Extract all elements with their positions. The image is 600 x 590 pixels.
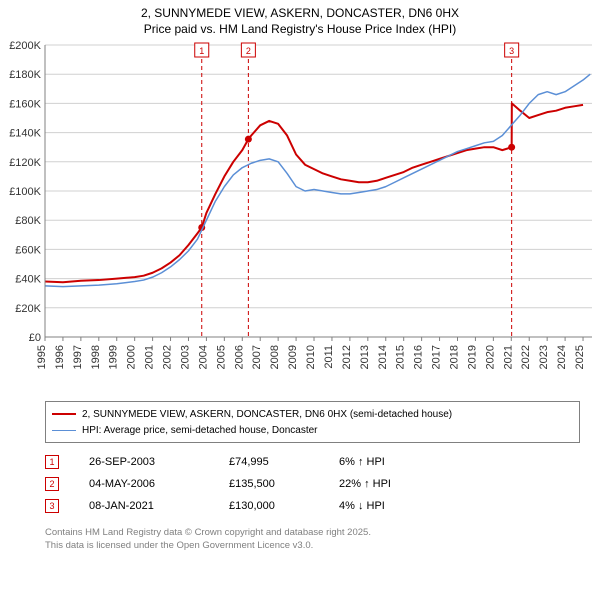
svg-text:2001: 2001	[144, 345, 156, 369]
svg-text:£180K: £180K	[9, 69, 41, 81]
svg-text:£0: £0	[29, 332, 41, 344]
svg-text:2005: 2005	[215, 345, 227, 369]
chart-title-block: 2, SUNNYMEDE VIEW, ASKERN, DONCASTER, DN…	[0, 0, 600, 37]
svg-text:£200K: £200K	[9, 40, 41, 52]
svg-text:2: 2	[246, 46, 251, 56]
svg-text:2013: 2013	[359, 345, 371, 369]
credits-line-2: This data is licensed under the Open Gov…	[45, 540, 580, 552]
svg-text:2016: 2016	[413, 345, 425, 369]
legend-swatch	[52, 430, 76, 431]
chart-area: £0 £20K £40K £60K £80K £100K £120K £140K £160K £1…	[0, 37, 600, 397]
marker-badge: 1	[45, 455, 59, 469]
svg-text:2025: 2025	[574, 345, 586, 369]
marker-row: 1 26-SEP-2003£74,9956% ↑ HPI	[45, 451, 580, 473]
marker-price: £130,000	[229, 500, 339, 512]
legend: 2, SUNNYMEDE VIEW, ASKERN, DONCASTER, DN…	[45, 401, 580, 443]
marker-date: 04-MAY-2006	[89, 478, 229, 490]
svg-text:1998: 1998	[90, 345, 102, 369]
legend-row: HPI: Average price, semi-detached house,…	[52, 422, 573, 438]
svg-text:2009: 2009	[287, 345, 299, 369]
svg-text:2012: 2012	[341, 345, 353, 369]
svg-text:2002: 2002	[162, 345, 174, 369]
legend-row: 2, SUNNYMEDE VIEW, ASKERN, DONCASTER, DN…	[52, 406, 573, 422]
svg-text:£160K: £160K	[9, 99, 41, 111]
svg-text:£120K: £120K	[9, 157, 41, 169]
legend-label: HPI: Average price, semi-detached house,…	[82, 425, 318, 436]
svg-text:2011: 2011	[323, 345, 335, 369]
svg-text:1999: 1999	[108, 345, 120, 369]
svg-text:2003: 2003	[179, 345, 191, 369]
credits-line-1: Contains HM Land Registry data © Crown c…	[45, 527, 580, 539]
marker-badge: 3	[45, 499, 59, 513]
marker-row: 2 04-MAY-2006£135,50022% ↑ HPI	[45, 473, 580, 495]
svg-text:£60K: £60K	[15, 245, 41, 257]
marker-table: 1 26-SEP-2003£74,9956% ↑ HPI 2 04-MAY-2006£…	[45, 451, 580, 517]
marker-delta: 4% ↓ HPI	[339, 500, 385, 512]
svg-text:£140K: £140K	[9, 128, 41, 140]
marker-price: £135,500	[229, 478, 339, 490]
svg-text:1: 1	[199, 46, 204, 56]
svg-text:2019: 2019	[466, 345, 478, 369]
marker-date: 08-JAN-2021	[89, 500, 229, 512]
svg-text:2018: 2018	[448, 345, 460, 369]
svg-text:2008: 2008	[269, 345, 281, 369]
marker-delta: 22% ↑ HPI	[339, 478, 391, 490]
marker-row: 3 08-JAN-2021£130,0004% ↓ HPI	[45, 495, 580, 517]
legend-label: 2, SUNNYMEDE VIEW, ASKERN, DONCASTER, DN…	[82, 409, 452, 420]
svg-text:1995: 1995	[36, 345, 48, 369]
svg-text:2000: 2000	[126, 345, 138, 369]
svg-text:2010: 2010	[305, 345, 317, 369]
svg-text:£40K: £40K	[15, 274, 41, 286]
marker-date: 26-SEP-2003	[89, 456, 229, 468]
credits: Contains HM Land Registry data © Crown c…	[45, 527, 580, 552]
svg-text:1997: 1997	[72, 345, 84, 369]
svg-text:£80K: £80K	[15, 215, 41, 227]
marker-delta: 6% ↑ HPI	[339, 456, 385, 468]
svg-text:2020: 2020	[484, 345, 496, 369]
chart-svg: £0 £20K £40K £60K £80K £100K £120K £140K £160K £1…	[0, 37, 600, 397]
marker-badge: 2	[45, 477, 59, 491]
title-line-2: Price paid vs. HM Land Registry's House …	[0, 22, 600, 38]
svg-text:2024: 2024	[556, 345, 568, 369]
svg-text:2006: 2006	[233, 345, 245, 369]
svg-text:£20K: £20K	[15, 303, 41, 315]
svg-text:2014: 2014	[377, 345, 389, 369]
title-line-1: 2, SUNNYMEDE VIEW, ASKERN, DONCASTER, DN…	[0, 6, 600, 22]
svg-text:2004: 2004	[197, 345, 209, 369]
svg-text:1996: 1996	[54, 345, 66, 369]
marker-price: £74,995	[229, 456, 339, 468]
svg-text:2007: 2007	[251, 345, 263, 369]
svg-text:2015: 2015	[395, 345, 407, 369]
legend-swatch	[52, 413, 76, 415]
svg-text:2021: 2021	[502, 345, 514, 369]
svg-text:3: 3	[509, 46, 514, 56]
svg-text:2023: 2023	[538, 345, 550, 369]
svg-text:2022: 2022	[520, 345, 532, 369]
svg-text:£100K: £100K	[9, 186, 41, 198]
svg-text:2017: 2017	[431, 345, 443, 369]
